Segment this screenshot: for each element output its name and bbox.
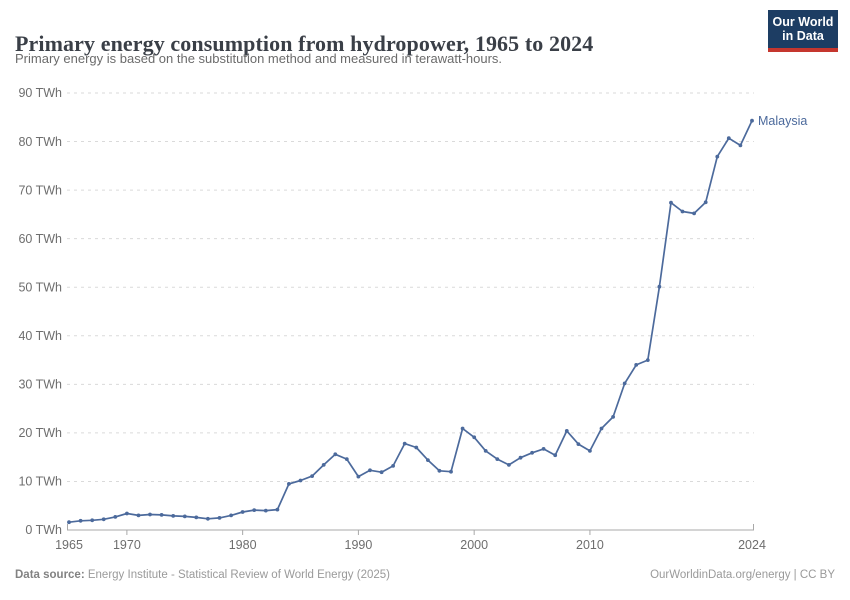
data-point[interactable] <box>576 442 581 446</box>
y-axis-tick-label: 20 TWh <box>18 426 62 440</box>
y-axis-tick-label: 30 TWh <box>18 378 62 392</box>
data-point[interactable] <box>171 514 176 518</box>
chart-title: Primary energy consumption from hydropow… <box>15 30 594 56</box>
data-point[interactable] <box>634 363 639 367</box>
data-point[interactable] <box>564 429 569 433</box>
data-point[interactable] <box>518 455 523 460</box>
data-point[interactable] <box>703 200 708 205</box>
data-point[interactable] <box>344 457 349 461</box>
data-source-text: Energy Institute - Statistical Review of… <box>84 569 390 581</box>
data-point[interactable] <box>588 449 592 453</box>
data-point[interactable] <box>217 516 222 520</box>
data-point[interactable] <box>657 284 662 289</box>
y-axis-tick-label: 10 TWh <box>18 475 62 489</box>
data-point[interactable] <box>669 200 673 205</box>
x-axis-tick-label: 2010 <box>576 538 604 552</box>
data-point[interactable] <box>78 518 83 523</box>
data-point[interactable] <box>541 447 546 451</box>
y-axis-tick-label: 60 TWh <box>18 232 62 246</box>
series-label-malaysia[interactable]: Malaysia <box>758 114 807 128</box>
y-axis-tick-label: 70 TWh <box>18 183 62 197</box>
data-point[interactable] <box>402 441 407 446</box>
data-point[interactable] <box>182 514 187 519</box>
data-point[interactable] <box>333 452 338 457</box>
data-point[interactable] <box>90 518 95 523</box>
owid-logo[interactable]: Our World in Data <box>768 10 838 52</box>
data-source-label: Data source: <box>15 569 85 581</box>
data-point[interactable] <box>101 517 106 522</box>
data-point[interactable] <box>113 515 118 519</box>
data-point[interactable] <box>125 511 129 516</box>
x-axis-tick-label: 2024 <box>738 538 766 552</box>
data-point[interactable] <box>229 513 234 518</box>
owid-logo-accent-bar <box>768 48 838 52</box>
data-point[interactable] <box>692 211 696 216</box>
data-point[interactable] <box>148 512 152 517</box>
data-point[interactable] <box>414 445 419 450</box>
owid-logo-box: Our World in Data <box>768 10 838 48</box>
x-axis-tick-label: 1990 <box>345 538 373 552</box>
data-point[interactable] <box>437 468 442 473</box>
data-point[interactable] <box>460 426 465 431</box>
data-point[interactable] <box>645 358 650 362</box>
y-axis-tick-label: 80 TWh <box>18 135 62 149</box>
x-axis-tick-label: 1980 <box>229 538 257 552</box>
data-point[interactable] <box>240 510 245 514</box>
data-point[interactable] <box>680 209 685 214</box>
chart-subtitle: Primary energy is based on the substitut… <box>15 51 503 66</box>
data-point[interactable] <box>194 515 199 520</box>
x-axis-tick-label: 1970 <box>113 538 141 552</box>
data-point[interactable] <box>263 508 268 513</box>
data-point[interactable] <box>530 450 534 455</box>
data-point[interactable] <box>750 118 754 123</box>
data-point[interactable] <box>321 463 326 467</box>
data-point[interactable] <box>599 426 604 431</box>
data-point[interactable] <box>67 520 71 525</box>
data-point[interactable] <box>159 513 164 517</box>
data-point[interactable] <box>726 136 731 141</box>
data-point[interactable] <box>553 453 558 458</box>
data-point[interactable] <box>356 474 361 479</box>
data-point[interactable] <box>310 474 314 478</box>
data-point[interactable] <box>379 470 384 475</box>
owid-logo-line1: Our World <box>772 15 834 29</box>
data-point[interactable] <box>622 381 627 386</box>
data-point[interactable] <box>738 143 743 148</box>
owid-logo-line2: in Data <box>782 29 824 43</box>
data-point[interactable] <box>298 478 303 483</box>
x-axis-tick-label: 1965 <box>55 538 83 552</box>
data-point[interactable] <box>368 468 372 473</box>
data-point[interactable] <box>495 457 500 461</box>
data-line-malaysia[interactable] <box>68 119 753 524</box>
data-point[interactable] <box>252 508 257 512</box>
data-point[interactable] <box>136 513 141 518</box>
y-axis-tick-label: 40 TWh <box>18 329 62 343</box>
y-axis-tick-label: 90 TWh <box>18 86 62 100</box>
y-axis-tick-label: 0 TWh <box>25 523 62 537</box>
data-point[interactable] <box>206 516 210 521</box>
owid-credit-link[interactable]: OurWorldinData.org/energy | CC BY <box>650 569 835 581</box>
data-point[interactable] <box>287 482 291 486</box>
data-point[interactable] <box>715 154 720 159</box>
data-point[interactable] <box>472 435 477 440</box>
data-point[interactable] <box>391 464 395 468</box>
x-axis-tick-label: 2000 <box>460 538 488 552</box>
data-point[interactable] <box>483 449 488 453</box>
data-point[interactable] <box>611 415 615 419</box>
data-point[interactable] <box>426 458 430 462</box>
data-point[interactable] <box>275 507 280 512</box>
data-source-note: Data source: Energy Institute - Statisti… <box>15 569 390 581</box>
chart-footer: Data source: Energy Institute - Statisti… <box>15 569 835 581</box>
data-point[interactable] <box>449 469 453 474</box>
y-axis-tick-label: 50 TWh <box>18 280 62 294</box>
data-point[interactable] <box>507 463 511 467</box>
